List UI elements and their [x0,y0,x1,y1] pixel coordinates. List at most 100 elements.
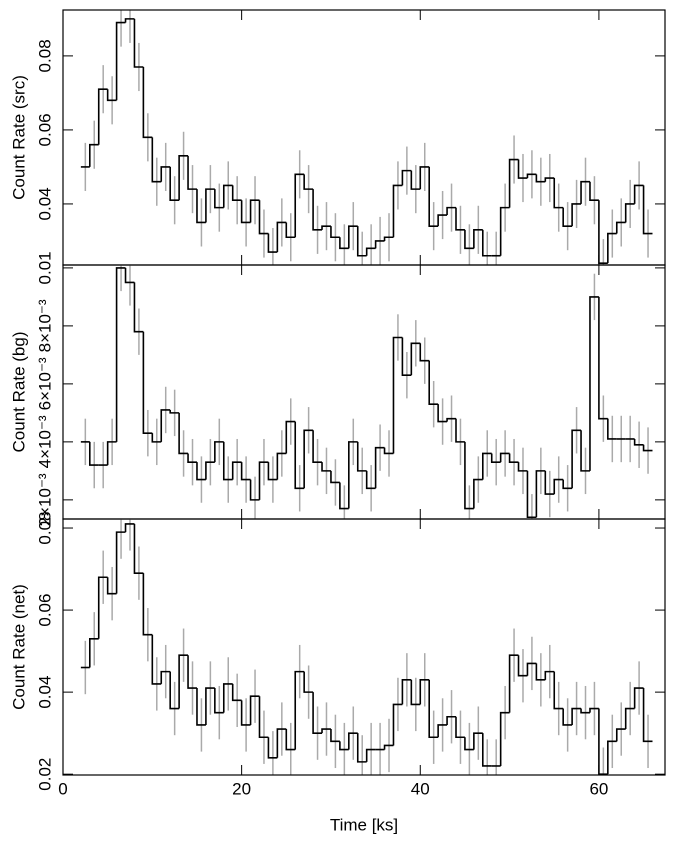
step-bin [151,634,162,685]
step-bin [267,233,278,253]
step-bin [624,203,635,223]
step-bin [410,679,421,706]
step-bin [124,267,135,284]
step-bin [249,479,260,501]
step-bin [205,461,215,480]
step-bin [169,671,180,710]
step-bin [571,429,582,489]
step-bin [553,178,564,209]
step-bin [544,177,555,182]
step-bin [607,232,617,264]
step-bin [437,404,448,423]
step-bin [490,453,501,463]
step-bin [160,670,171,684]
step-bin [97,88,108,145]
step-bin [303,429,314,489]
step-bin [473,478,483,509]
step-bin [392,703,403,746]
step-bin [428,679,439,739]
step-bin [106,89,117,102]
step-bin [222,683,233,713]
step-bin [535,174,546,183]
step-bin [571,203,582,227]
step-bin [535,663,546,681]
step-bin [464,441,474,510]
step-bin [285,222,296,239]
step-bin [562,708,573,726]
step-bin [205,687,215,725]
y-tick-label: 8×10⁻³ [35,299,54,352]
step-bin [303,671,314,693]
step-bin [428,166,439,227]
y-axis-label: Count Rate (net) [9,584,28,710]
y-tick-label: 0.04 [35,187,54,220]
step-bin [473,732,483,750]
step-bin [374,446,385,489]
step-bin [401,337,412,376]
x-tick-label: 0 [58,779,67,798]
y-tick-label: 0.04 [35,676,54,709]
step-bin [258,200,269,235]
step-bin [481,229,492,257]
step-bin [133,282,144,333]
y-tick-label: 0.06 [35,113,54,146]
step-bin [88,637,99,668]
step-bin [142,331,153,434]
step-bin [526,470,537,519]
step-bin [151,433,162,443]
step-bin [517,159,528,179]
step-bin [330,470,340,484]
step-bin [589,181,599,202]
step-bin [169,166,180,202]
step-bin [580,180,590,204]
step-bin [133,18,144,68]
step-bin [607,418,617,440]
step-bin [473,229,483,249]
step-bin [508,453,519,463]
step-bin [517,462,528,472]
step-bin [142,66,153,139]
step-bin [392,336,403,454]
step-bin [231,185,242,202]
step-bin [535,470,546,518]
step-bin [214,688,224,714]
step-bin [196,189,206,224]
step-bin [231,461,242,480]
step-bin [499,452,510,463]
step-bin [285,420,296,454]
step-bin [437,724,448,738]
step-bin [348,732,358,750]
step-bin [222,184,233,208]
step-bin [205,188,215,223]
y-tick-label: 6×10⁻³ [35,357,54,410]
step-bin [499,206,510,256]
step-bin [178,155,189,201]
step-bin [339,741,349,751]
step-bin [160,166,171,182]
step-bin [240,700,251,726]
step-bin [499,711,510,766]
step-bin [294,670,305,750]
y-axis-label: Count Rate (src) [9,75,28,200]
step-bin [115,531,126,594]
step-bin [615,728,626,742]
step-bin [187,453,197,463]
step-bin [187,655,197,689]
step-bin [214,189,224,209]
step-bin [642,185,653,235]
step-bin [124,18,135,23]
step-bin [383,236,394,241]
step-bin [365,247,376,256]
step-bin [348,225,358,249]
step-bin [392,184,403,238]
y-tick-label: 0.08 [35,39,54,72]
step-bin [178,412,189,455]
step-bin [356,226,367,257]
step-bin [508,158,519,208]
step-bin [330,226,340,239]
step-bin [106,441,117,466]
step-bin [481,733,492,767]
step-bin [642,444,653,452]
step-bin [464,229,474,250]
step-bin [294,421,305,490]
